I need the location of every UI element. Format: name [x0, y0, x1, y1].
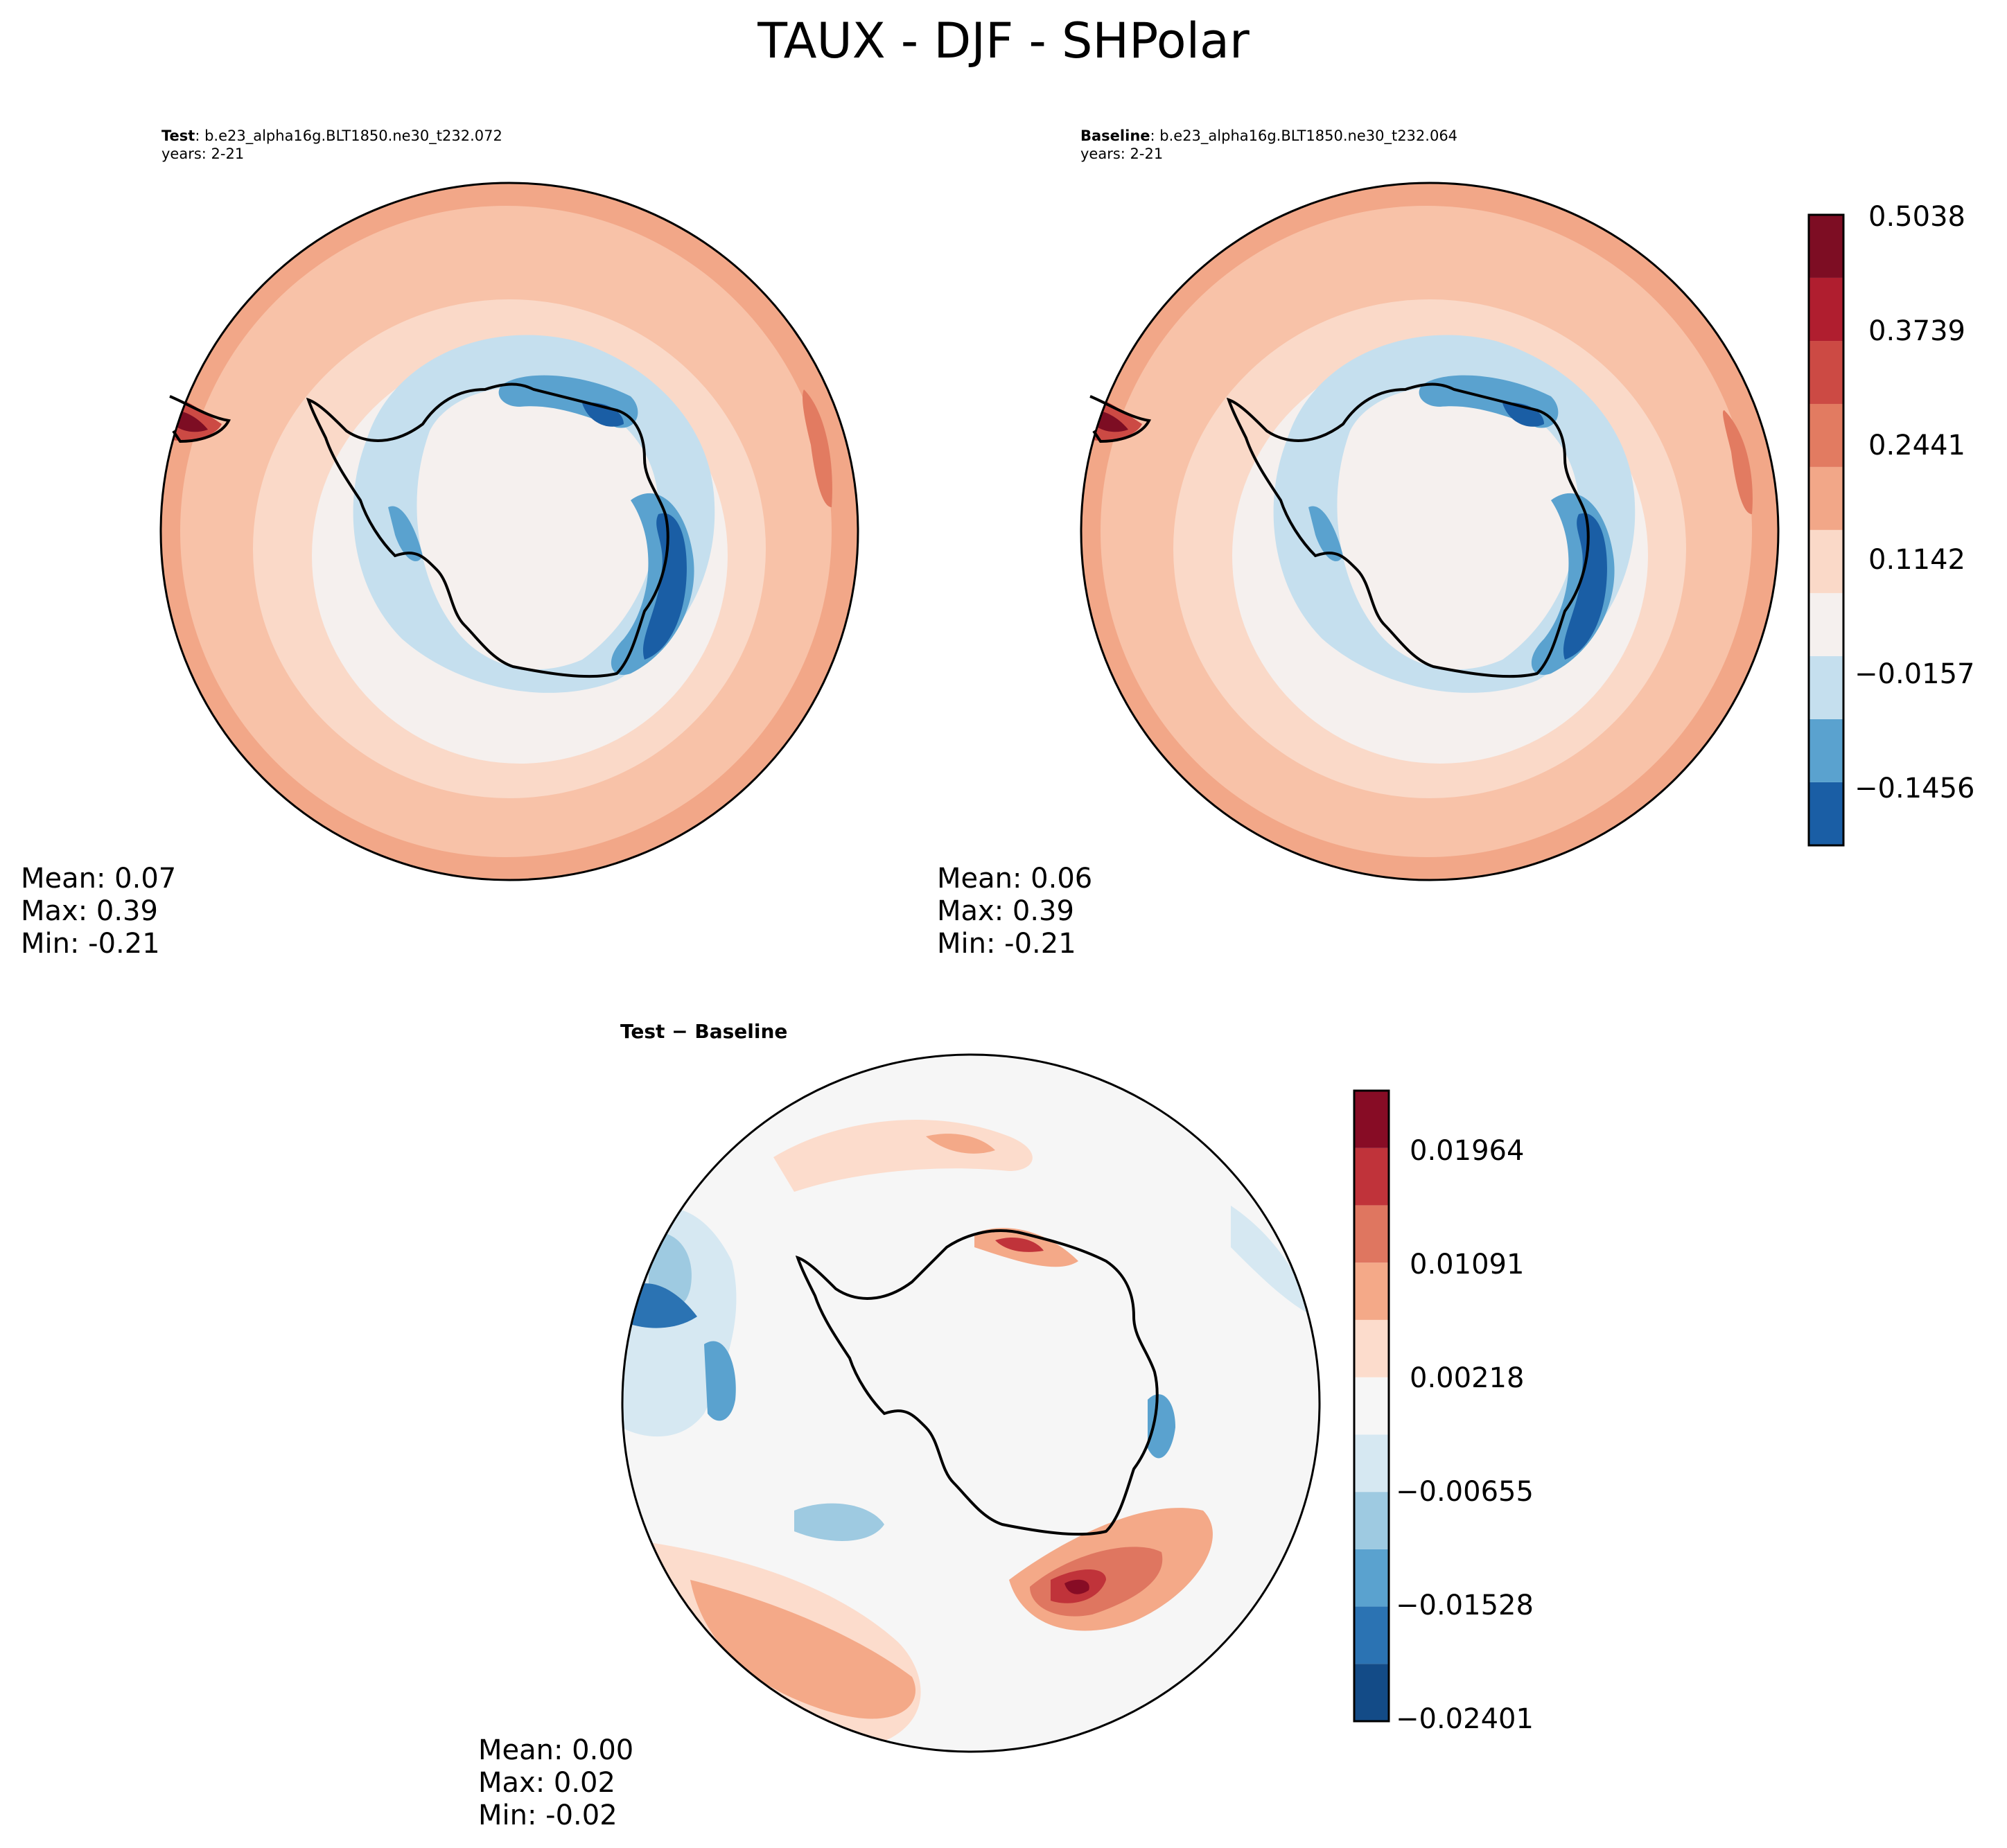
cb1-swatch: [1809, 403, 1843, 467]
diff-positive-lower-band: [690, 1580, 915, 1719]
cb2-swatch: [1354, 1205, 1389, 1263]
baseline-map-boundary: [1080, 182, 1780, 881]
cb1-tick: 0.5038: [1868, 201, 1965, 233]
test-negative-west: [388, 506, 423, 562]
baseline-case-name: : b.e23_alpha16g.BLT1850.ne30_t232.064: [1150, 127, 1458, 144]
diff-negative-east-coast: [1148, 1394, 1175, 1459]
test-years: years: 2-21: [161, 146, 245, 162]
cb2-tick: −0.01528: [1396, 1590, 1534, 1621]
diff-negative-south: [794, 1503, 884, 1541]
test-map: [159, 182, 859, 881]
cb2-swatch: [1354, 1091, 1389, 1148]
diff-positive-se-peak: [1064, 1579, 1089, 1594]
cb1-swatch: [1809, 719, 1843, 782]
test-max: Max: 0.39: [21, 895, 158, 927]
diff-stats: Mean: 0.00 Max: 0.02 Min: -0.02: [478, 1734, 633, 1832]
baseline-coastline: [1226, 382, 1590, 678]
cb1-swatch: [1809, 592, 1843, 656]
cb2-swatch: [1354, 1664, 1389, 1721]
figure-title: TAUX - DJF - SHPolar: [757, 12, 1250, 69]
cb2-swatch: [1354, 1549, 1389, 1607]
cb1-tick: −0.1456: [1855, 773, 1975, 804]
baseline-antarctica-interior: [1337, 387, 1579, 670]
cb2-swatch: [1354, 1319, 1389, 1378]
cb2-swatch: [1354, 1434, 1389, 1493]
baseline-panel-title: Baseline: b.e23_alpha16g.BLT1850.ne30_t2…: [1080, 127, 1457, 163]
test-map-boundary: [159, 182, 859, 881]
cb1-swatch: [1809, 215, 1843, 278]
test-high-spot-peninsula-core: [173, 410, 208, 432]
baseline-label: Baseline: [1080, 127, 1150, 144]
cb2-tick: 0.00218: [1410, 1362, 1525, 1394]
test-coastline: [306, 382, 669, 678]
cb2-swatch: [1354, 1492, 1389, 1549]
test-min: Min: -0.21: [21, 928, 160, 960]
cb1-tick: −0.0157: [1855, 658, 1975, 690]
cb2-tick: −0.00655: [1396, 1476, 1534, 1508]
cb2-swatch: [1354, 1262, 1389, 1320]
baseline-stats: Mean: 0.06 Max: 0.39 Min: -0.21: [937, 863, 1092, 960]
cb2-frame: [1353, 1089, 1390, 1723]
baseline-min: Min: -0.21: [937, 928, 1076, 960]
test-mean: Mean: 0.07: [21, 863, 177, 895]
test-panel-title: Test: b.e23_alpha16g.BLT1850.ne30_t232.0…: [161, 127, 502, 163]
diff-negative-west-strong: [628, 1283, 697, 1328]
diff-panel-title: Test − Baseline: [620, 1020, 788, 1043]
test-stats: Mean: 0.07 Max: 0.39 Min: -0.21: [21, 863, 176, 960]
baseline-strongest-negative-east: [1563, 513, 1607, 660]
diff-negative-east-edge: [1231, 1206, 1314, 1317]
diff-min: Min: -0.02: [478, 1799, 617, 1831]
cb1-swatch: [1809, 277, 1843, 342]
test-case-name: : b.e23_alpha16g.BLT1850.ne30_t232.072: [195, 127, 502, 144]
cb1-swatch: [1809, 341, 1843, 404]
cb2-swatch: [1354, 1377, 1389, 1435]
cb1-tick: 0.1142: [1868, 544, 1965, 576]
cb2-tick: 0.01091: [1410, 1249, 1525, 1281]
cb1-swatch: [1809, 782, 1843, 845]
baseline-years: years: 2-21: [1080, 146, 1164, 162]
test-strongest-negative-east: [642, 513, 687, 660]
cb1-tick: 0.3739: [1868, 315, 1965, 347]
test-peninsula-coast: [169, 395, 231, 443]
diff-positive-coast-north-core: [995, 1237, 1044, 1252]
cb1-tick: 0.2441: [1868, 430, 1965, 461]
baseline-high-spot-peninsula-core: [1094, 410, 1128, 432]
baseline-peninsula-coast: [1089, 395, 1152, 443]
cb2-swatch: [1354, 1606, 1389, 1664]
test-label: Test: [161, 127, 195, 144]
cb1-swatch: [1809, 655, 1843, 719]
diff-map-boundary: [621, 1053, 1321, 1753]
diff-negative-mid-west: [704, 1341, 736, 1421]
main-colorbar: [1807, 213, 1845, 847]
cb1-frame: [1807, 213, 1845, 847]
cb1-swatch: [1809, 529, 1843, 593]
test-antarctica-interior: [417, 387, 658, 670]
cb2-swatch: [1354, 1147, 1389, 1206]
diff-mean: Mean: 0.00: [478, 1734, 634, 1766]
cb1-swatch: [1809, 466, 1843, 530]
diff-map: [621, 1053, 1321, 1753]
diff-coastline: [795, 1229, 1159, 1536]
diff-colorbar: [1353, 1089, 1390, 1723]
diff-positive-north-spot: [926, 1134, 995, 1154]
cb2-tick: 0.01964: [1410, 1135, 1525, 1167]
cb2-tick: −0.02401: [1396, 1703, 1534, 1735]
baseline-negative-west: [1308, 506, 1343, 562]
baseline-high-arc-east: [1723, 410, 1753, 514]
diff-max: Max: 0.02: [478, 1767, 615, 1799]
baseline-map: [1080, 182, 1780, 881]
test-high-arc-east: [803, 389, 832, 507]
baseline-mean: Mean: 0.06: [937, 863, 1093, 895]
baseline-max: Max: 0.39: [937, 895, 1074, 927]
